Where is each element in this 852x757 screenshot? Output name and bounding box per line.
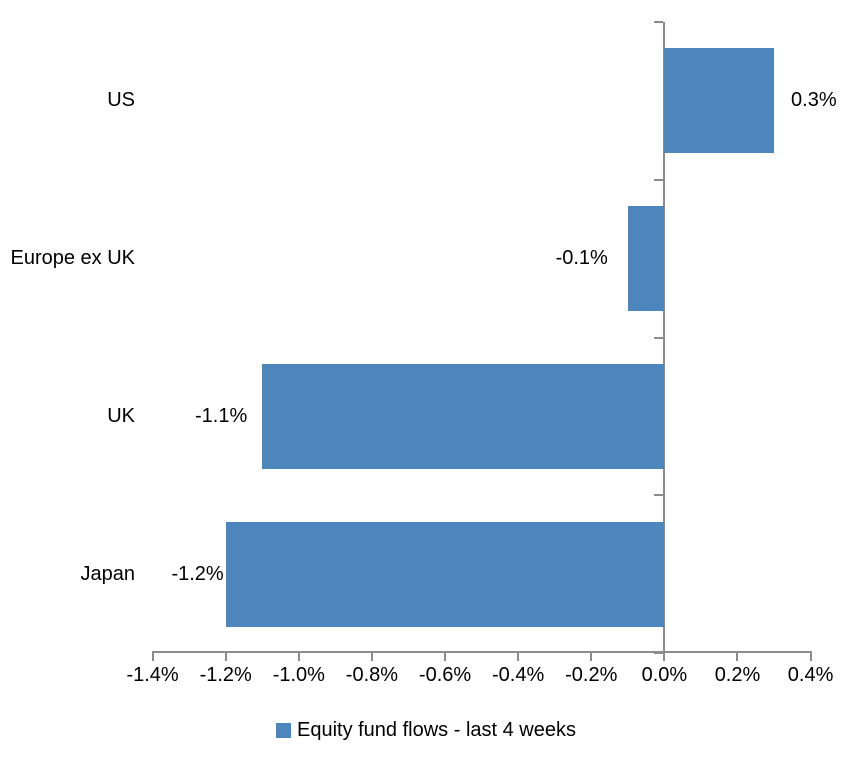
y-axis-tick	[654, 178, 664, 181]
data-label-uk: -1.1%	[195, 404, 248, 427]
legend-marker-square	[275, 723, 291, 738]
legend-label: Equity fund flows - last 4 weeks	[296, 719, 576, 741]
category-label-uk: UK	[107, 404, 135, 427]
bar-us	[664, 48, 775, 154]
x-axis-tick-label: 0.2%	[714, 664, 761, 686]
x-axis-line	[151, 651, 812, 653]
x-axis-tick	[517, 653, 520, 661]
y-axis-tick	[654, 336, 664, 339]
y-axis-line	[663, 22, 666, 653]
data-label-europe-ex-uk: -0.1%	[555, 247, 608, 270]
x-axis-tick-label: -0.4%	[492, 664, 545, 686]
category-label-japan: Japan	[80, 562, 136, 585]
category-label-europe-ex-uk: Europe ex UK	[10, 247, 135, 270]
x-axis-tick	[370, 653, 373, 661]
x-axis-tick	[151, 653, 154, 661]
x-axis-tick	[590, 653, 593, 661]
bar-japan	[225, 521, 665, 627]
category-label-us: US	[107, 89, 135, 112]
bar-uk	[262, 363, 665, 469]
x-axis-tick	[809, 653, 812, 661]
x-axis-tick-label: -1.2%	[199, 664, 252, 686]
x-axis-tick-label: -1.4%	[126, 664, 179, 686]
legend: Equity fund flows - last 4 weeks	[0, 719, 852, 742]
data-label-us: 0.3%	[791, 89, 837, 112]
bar-europe-ex-uk	[627, 206, 665, 312]
y-axis-tick	[654, 21, 664, 23]
x-axis-tick	[297, 653, 300, 661]
x-axis-tick-label: -0.8%	[345, 664, 399, 686]
x-axis-tick-label: -0.6%	[418, 664, 472, 686]
y-axis-tick	[654, 494, 664, 497]
x-axis-tick	[224, 653, 227, 661]
x-axis-tick	[736, 653, 739, 661]
y-axis-tick	[654, 652, 664, 654]
x-axis-tick-label: 0.4%	[787, 664, 834, 686]
x-axis-tick	[444, 653, 447, 661]
data-label-japan: -1.2%	[171, 562, 224, 585]
x-axis-tick-label: -0.2%	[565, 664, 618, 686]
x-axis-tick-label: 0.0%	[641, 664, 688, 686]
x-axis-tick	[663, 653, 666, 661]
x-axis-tick-label: -1.0%	[272, 664, 325, 686]
